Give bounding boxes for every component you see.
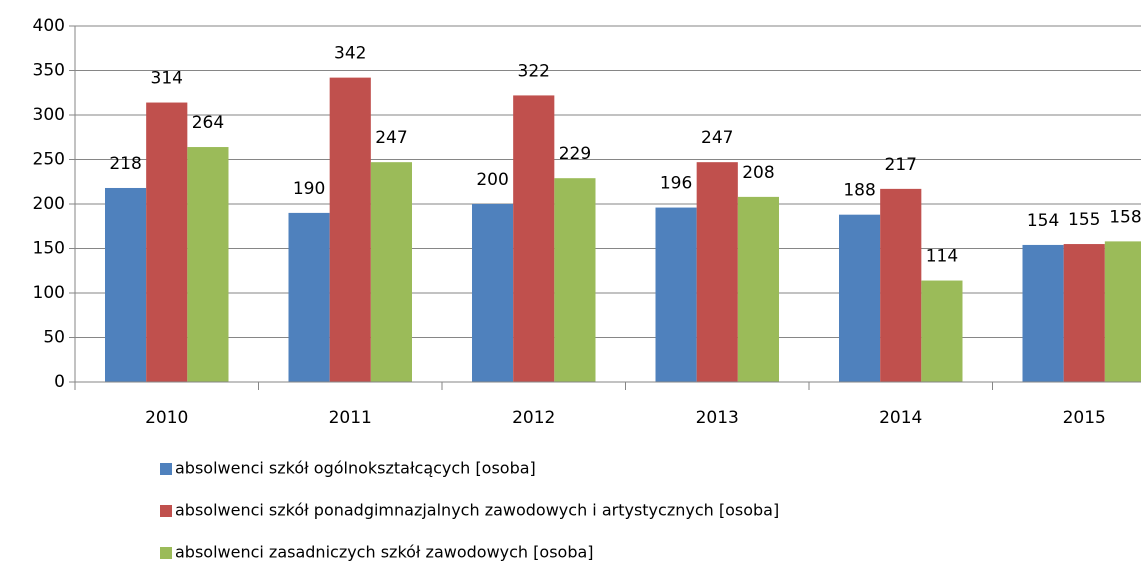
data-label: 247: [701, 128, 733, 148]
bar: [105, 187, 147, 382]
data-label: 247: [375, 128, 407, 148]
bar: [921, 280, 963, 382]
data-label: 342: [334, 44, 366, 64]
bar: [329, 77, 371, 383]
bar: [513, 95, 555, 383]
legend-swatch: [160, 547, 172, 559]
data-label: 114: [926, 247, 958, 267]
bar: [696, 162, 738, 382]
bar: [737, 196, 779, 382]
data-label: 208: [742, 163, 774, 183]
data-label: 217: [885, 155, 917, 175]
bar: [472, 204, 514, 382]
y-tick-label: 0: [54, 372, 65, 392]
x-tick-label: 2014: [879, 408, 922, 428]
data-label: 264: [192, 113, 224, 133]
x-tick-label: 2010: [145, 408, 188, 428]
bar: [288, 212, 330, 382]
legend-text: absolwenci zasadniczych szkół zawodowych…: [175, 543, 594, 562]
data-label: 314: [151, 69, 183, 89]
y-tick-label: 350: [33, 61, 65, 81]
legend-text: absolwenci szkół ogólnokształcących [oso…: [175, 459, 536, 478]
x-tick-label: 2012: [512, 408, 555, 428]
data-label: 322: [518, 61, 550, 81]
bar: [146, 102, 188, 382]
bar: [554, 178, 596, 382]
bar: [1104, 241, 1141, 382]
data-label: 218: [109, 154, 141, 174]
x-tick-label: 2015: [1063, 408, 1106, 428]
data-label: 188: [843, 181, 875, 201]
y-tick-label: 300: [33, 105, 65, 125]
x-tick-label: 2013: [696, 408, 739, 428]
legend-swatch: [160, 463, 172, 475]
y-tick-label: 100: [33, 283, 65, 303]
y-tick-label: 400: [33, 16, 65, 36]
y-tick-label: 50: [43, 328, 65, 348]
y-tick-label: 250: [33, 150, 65, 170]
bar: [880, 188, 922, 382]
bar: [839, 214, 881, 382]
data-label: 190: [293, 179, 325, 199]
bar: [1022, 244, 1064, 382]
bar: [187, 147, 229, 382]
data-label: 196: [660, 174, 692, 194]
data-label: 155: [1068, 210, 1100, 230]
bar: [370, 162, 412, 382]
y-tick-label: 150: [33, 239, 65, 259]
data-label: 154: [1027, 211, 1059, 231]
bar: [1063, 244, 1105, 382]
data-label: 158: [1109, 207, 1141, 227]
x-tick-label: 2011: [329, 408, 372, 428]
legend-text: absolwenci szkół ponadgimnazjalnych zawo…: [175, 501, 779, 520]
data-label: 200: [476, 170, 508, 190]
y-tick-label: 200: [33, 194, 65, 214]
legend-swatch: [160, 505, 172, 517]
data-label: 229: [559, 144, 591, 164]
bar: [655, 207, 697, 382]
